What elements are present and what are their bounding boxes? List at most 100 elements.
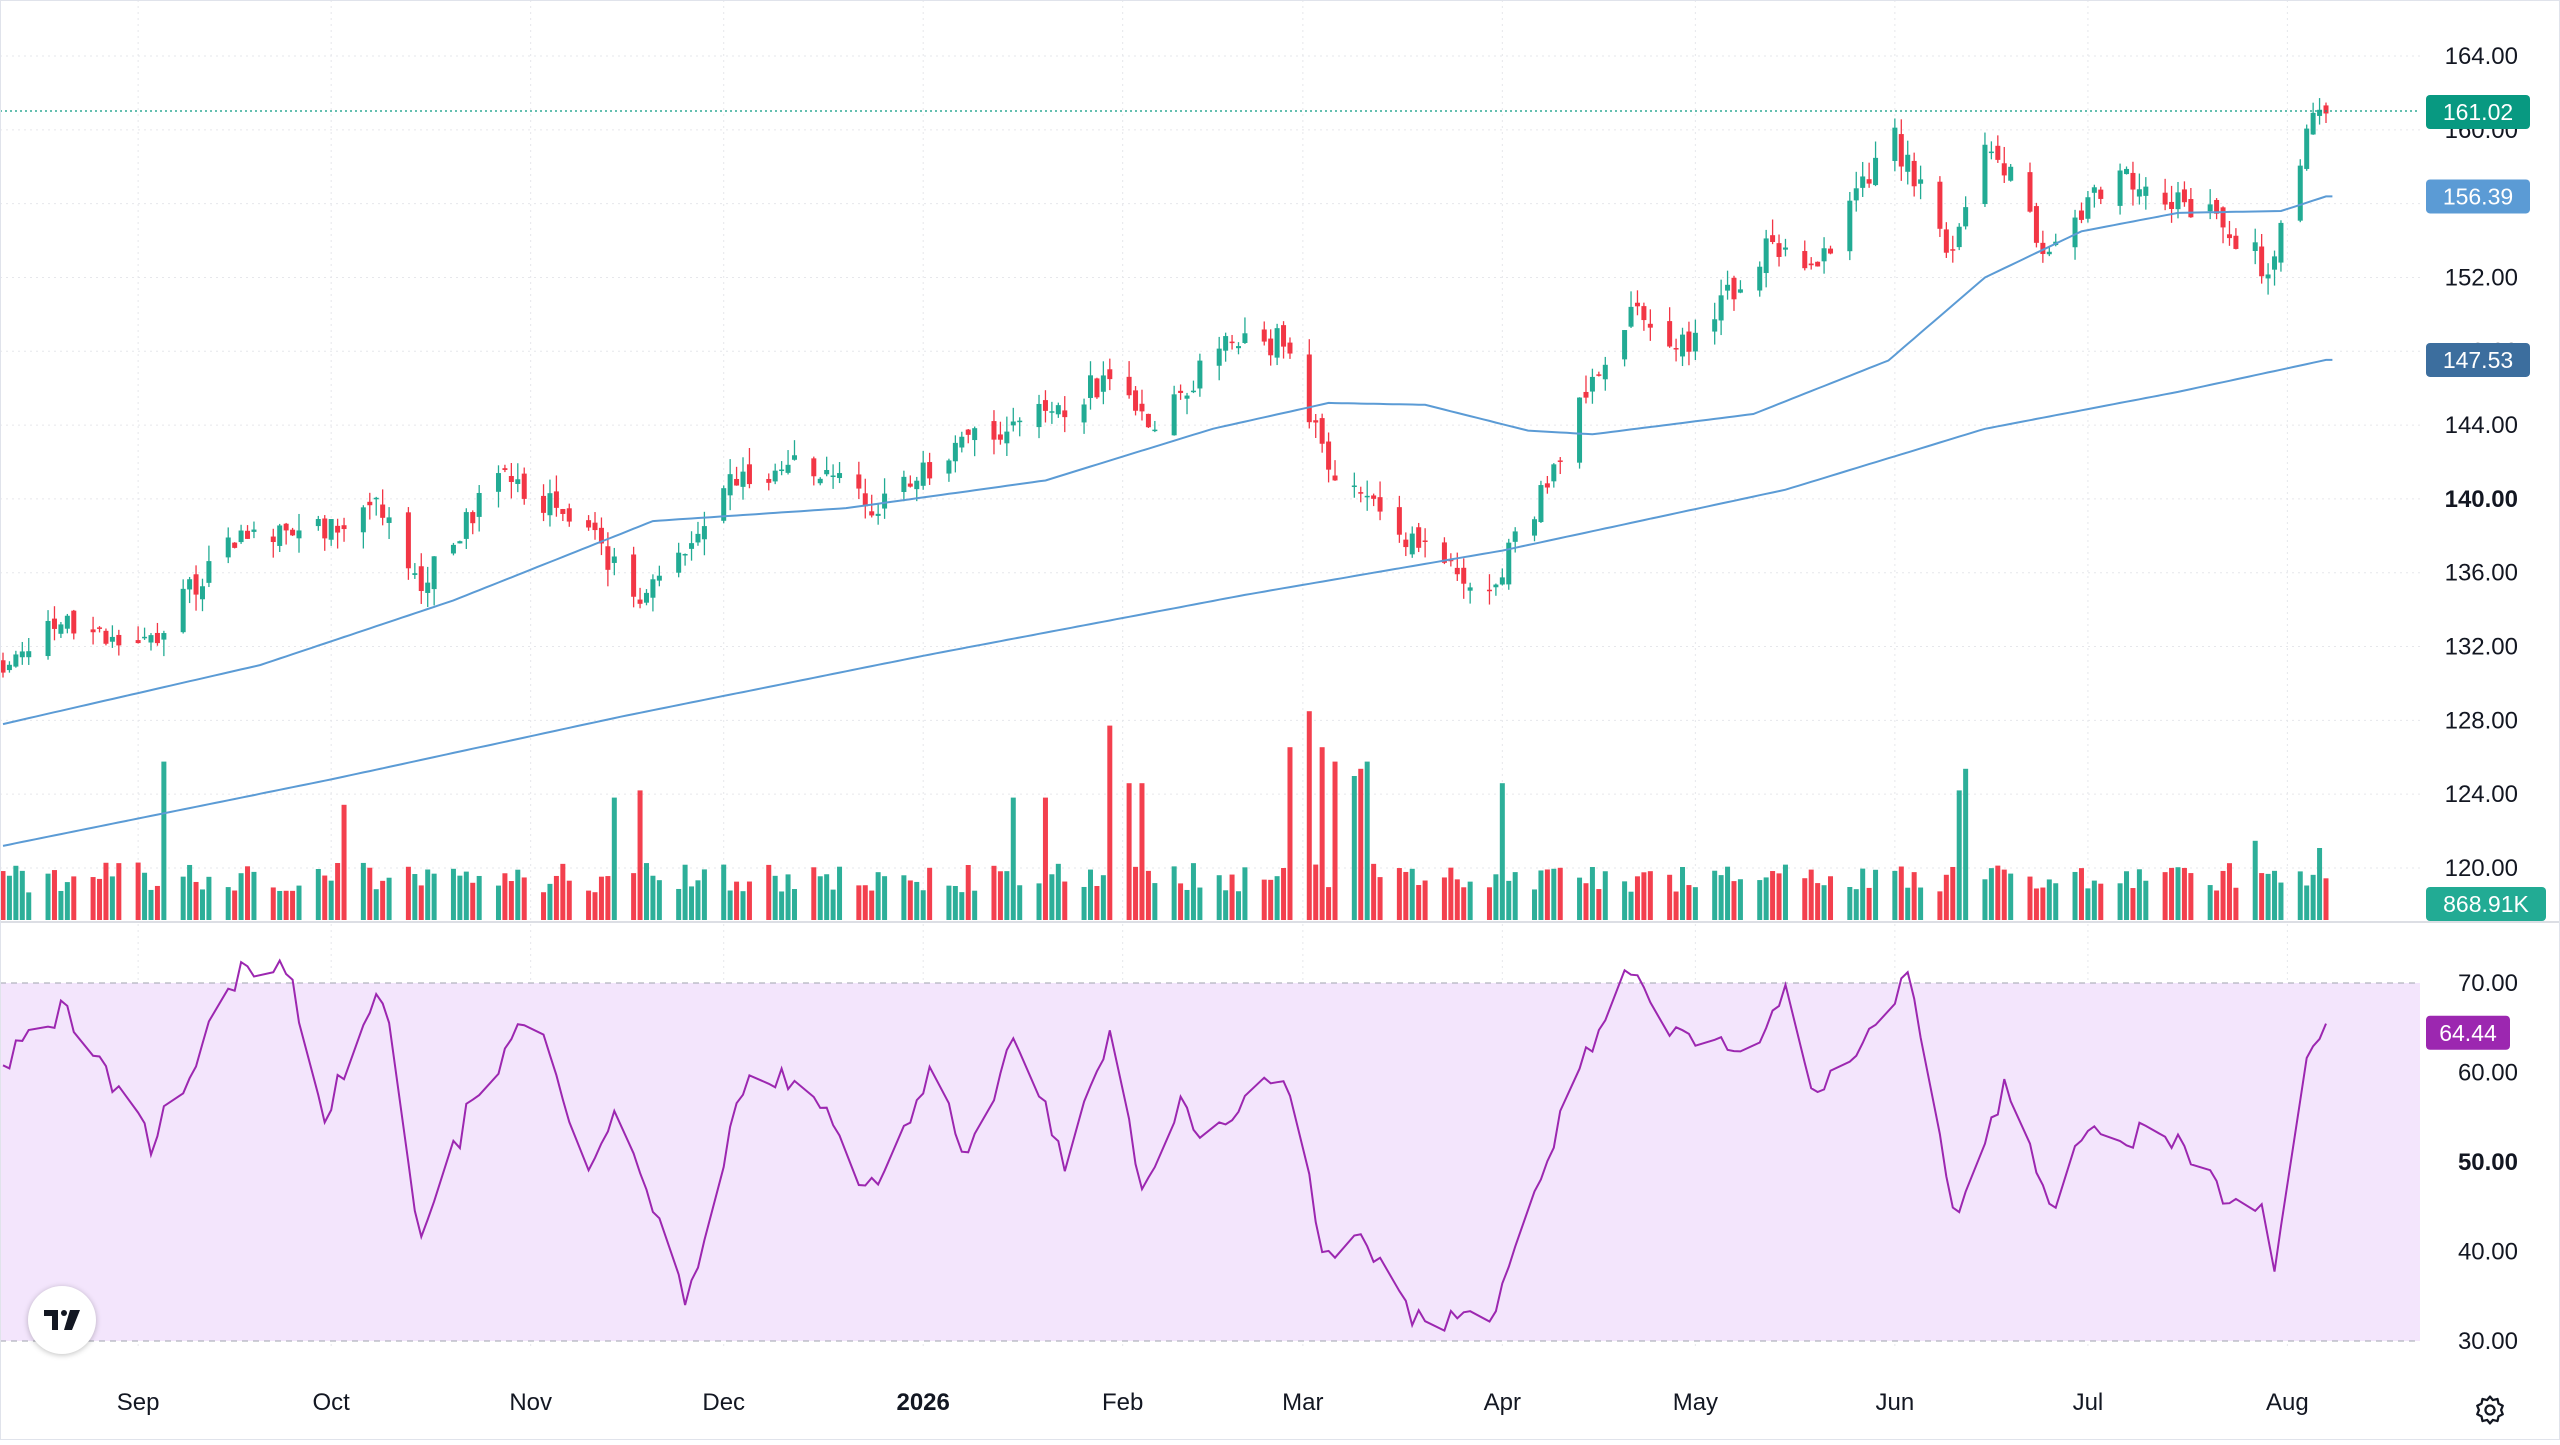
- candle-body: [1988, 151, 1994, 154]
- candle-body: [1731, 277, 1737, 300]
- volume-bar: [135, 862, 141, 920]
- rsi-tick-label: 30.00: [2458, 1328, 2518, 1355]
- volume-bar: [1126, 783, 1132, 920]
- candle-body: [142, 636, 148, 639]
- candle-body: [701, 526, 707, 540]
- volume-bar: [1236, 891, 1242, 920]
- rsi-tick-label: 40.00: [2458, 1239, 2518, 1266]
- tradingview-logo-icon[interactable]: [28, 1286, 96, 1354]
- candle-body: [1673, 348, 1679, 350]
- volume-bar: [1493, 874, 1499, 920]
- candle-body: [721, 488, 727, 521]
- volume-bar: [1139, 783, 1145, 920]
- candle-body: [64, 615, 70, 629]
- volume-bar: [1853, 889, 1859, 920]
- volume-bar: [6, 875, 12, 920]
- volume-bar: [1216, 875, 1222, 920]
- candle-body: [875, 513, 881, 516]
- candle-body: [740, 471, 746, 487]
- price-tick-label: 132.00: [2445, 634, 2518, 661]
- candle-body: [2098, 189, 2104, 199]
- volume-bar: [1306, 711, 1312, 920]
- volume-bar: [431, 873, 437, 920]
- volume-bar: [1036, 883, 1042, 920]
- candle-body: [1512, 531, 1518, 542]
- candle-body: [1087, 375, 1093, 398]
- candle-body: [296, 530, 302, 539]
- ma-slow-badge-text: 147.53: [2443, 347, 2513, 373]
- price-tick-label: 152.00: [2445, 264, 2518, 291]
- volume-bar: [746, 881, 752, 920]
- candle-body: [1042, 400, 1048, 411]
- candle-body: [2181, 189, 2187, 203]
- candle-body: [2188, 199, 2194, 218]
- volume-bar: [1725, 866, 1731, 920]
- volume-bar: [180, 876, 186, 920]
- volume-bar: [1647, 871, 1653, 920]
- candle-body: [1557, 460, 1563, 462]
- rsi-badge: 64.44: [2426, 1015, 2510, 1050]
- candle-body: [2233, 235, 2239, 249]
- volume-bar: [2265, 873, 2271, 920]
- rsi-band: [0, 983, 2420, 1341]
- candle-body: [1712, 319, 1718, 332]
- volume-bar: [1667, 874, 1673, 920]
- candle-body: [1589, 376, 1595, 392]
- candle-body: [1499, 577, 1505, 585]
- candle-body: [1680, 334, 1686, 357]
- candle-body: [1461, 567, 1467, 584]
- volume-bar: [1776, 873, 1782, 920]
- candle-body: [1139, 403, 1145, 412]
- volume-bar: [154, 885, 160, 920]
- candle-body: [1622, 330, 1628, 360]
- date-axis: Sep Oct Nov Dec 2026 Feb Mar Apr May Jun Jul Aug: [117, 1389, 2309, 1416]
- volume-bar: [2162, 872, 2168, 920]
- volume-bar: [2220, 870, 2226, 920]
- candle-body: [2259, 246, 2265, 277]
- candle-body: [1776, 243, 1782, 257]
- volume-bar: [322, 875, 328, 920]
- volume-bar: [476, 875, 482, 920]
- candle-body: [405, 512, 411, 569]
- volume-bar: [193, 881, 199, 920]
- candle-body: [270, 536, 276, 543]
- settings-gear-icon[interactable]: [2470, 1390, 2510, 1430]
- volume-bar: [1718, 875, 1724, 920]
- volume-bar: [142, 872, 148, 920]
- ma-slow-line: [2, 358, 2333, 847]
- volume-bar: [791, 889, 797, 920]
- candle-body: [952, 442, 958, 462]
- candle-body: [1963, 207, 1969, 227]
- candle-body: [746, 464, 752, 485]
- candle-body: [373, 497, 379, 500]
- candle-body: [1403, 539, 1409, 548]
- volume-bar: [1467, 881, 1473, 920]
- candle-body: [2085, 197, 2091, 219]
- volume-bar: [1396, 868, 1402, 920]
- candle-body: [470, 512, 476, 524]
- volume-bar: [553, 875, 559, 920]
- candle-body: [586, 520, 592, 528]
- candle-body: [1100, 375, 1106, 392]
- volume-bar: [2169, 867, 2175, 920]
- volume-badge-bg: [2426, 887, 2546, 921]
- candle-body: [1596, 374, 1602, 376]
- candle-body: [592, 522, 598, 531]
- candle-body: [2272, 256, 2278, 270]
- candle-body: [560, 509, 566, 514]
- candle-body: [277, 525, 283, 546]
- volume-bar: [952, 885, 958, 920]
- candle-body: [1287, 342, 1293, 354]
- last-price-badge: 161.02: [2426, 94, 2530, 129]
- volume-bar: [161, 761, 167, 920]
- candle-body: [412, 573, 418, 575]
- volume-bar: [187, 864, 193, 920]
- candle-body: [2265, 274, 2271, 279]
- volume-bar: [1557, 867, 1563, 920]
- volume-bar: [2117, 883, 2123, 920]
- volume-bar: [2297, 871, 2303, 920]
- candle-body: [232, 542, 238, 548]
- volume-bar: [1081, 886, 1087, 920]
